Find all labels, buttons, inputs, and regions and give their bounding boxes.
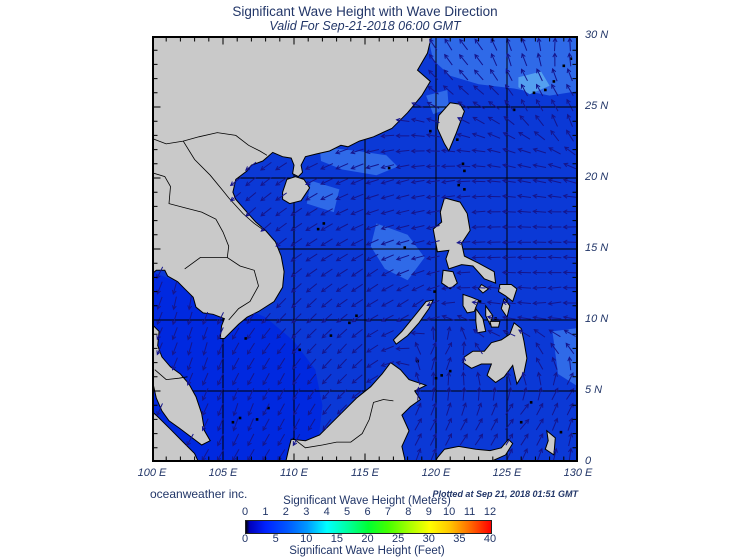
lat-tick-label: 30 N	[585, 29, 609, 41]
colorbar-feet-value: 35	[453, 533, 466, 545]
colorbar-meters-value: 6	[364, 506, 371, 518]
colorbar-feet-value: 5	[272, 533, 279, 545]
colorbar-meters-value: 9	[425, 506, 432, 518]
land-halmahera	[544, 429, 556, 456]
map-layers	[152, 36, 578, 462]
land-cebu	[485, 304, 494, 326]
colorbar-feet-value: 30	[422, 533, 435, 545]
land-samar	[497, 284, 518, 303]
lat-tick-label: 20 N	[585, 171, 609, 183]
colorbar-title-meters: Significant Wave Height (Meters)	[283, 495, 451, 507]
lat-tick-label: 15 N	[585, 242, 609, 254]
colorbar-meters-value: 12	[483, 506, 497, 518]
credit-text: oceanweather inc.	[150, 487, 248, 501]
colorbar-feet-value: 0	[241, 533, 249, 545]
page-title: Significant Wave Height with Wave Direct…	[232, 4, 498, 19]
colorbar-meters-value: 11	[463, 506, 476, 518]
wave-direction-arrows	[156, 37, 577, 462]
colorbar-meters-value: 5	[344, 506, 351, 518]
land-sulawesi	[434, 438, 514, 462]
lon-tick-label: 130 E	[563, 467, 593, 479]
land-mainland-asia	[152, 36, 433, 339]
land-hainan	[282, 176, 311, 205]
colorbar-meters-value: 2	[282, 506, 289, 518]
colorbar-meters-value: 4	[323, 506, 330, 518]
land-bohol	[489, 320, 501, 328]
map-frame	[152, 36, 578, 462]
lon-tick-label: 125 E	[492, 467, 522, 479]
plotted-at-text: Plotted at Sep 21, 2018 01:51 GMT	[432, 489, 578, 499]
colorbar-meters-value: 10	[443, 506, 456, 518]
lat-tick-label: 0	[585, 455, 592, 467]
colorbar-meters-value: 1	[262, 506, 269, 518]
land-sumatra	[152, 410, 200, 462]
colorbar-feet-value: 15	[330, 533, 343, 545]
colorbar-meters-value: 0	[241, 506, 249, 518]
land-borneo	[285, 361, 428, 462]
colorbar-feet-value: 40	[483, 533, 497, 545]
land-luzon	[432, 197, 497, 284]
colorbar-gradient	[245, 520, 492, 534]
lat-tick-label: 25 N	[585, 100, 609, 112]
valid-time-subtitle: Valid For Sep-21-2018 06:00 GMT	[269, 19, 461, 33]
colorbar-feet-value: 20	[361, 533, 374, 545]
land-mindoro	[441, 269, 458, 290]
colorbar-title-feet: Significant Wave Height (Feet)	[289, 545, 445, 557]
lon-tick-label: 105 E	[208, 467, 238, 479]
land-malay-peninsula	[152, 323, 211, 446]
land-panay	[462, 293, 480, 314]
lat-tick-label: 5 N	[585, 384, 603, 396]
lon-tick-label: 115 E	[351, 467, 379, 479]
colorbar-meters-value: 7	[384, 506, 391, 518]
colorbar-meters-value: 8	[405, 506, 412, 518]
land-mindanao	[462, 321, 528, 386]
land-palawan	[392, 299, 435, 345]
colorbar-meters-value: 3	[303, 506, 310, 518]
colorbar-feet-value: 10	[300, 533, 313, 545]
border-layer	[152, 132, 394, 449]
lon-tick-label: 110 E	[280, 467, 308, 479]
colorbar-feet-value: 25	[392, 533, 405, 545]
map-canvas	[152, 36, 578, 462]
lon-tick-label: 120 E	[421, 467, 451, 479]
land-layer	[152, 36, 556, 462]
tick-layer	[153, 37, 577, 461]
lat-tick-label: 10 N	[585, 313, 609, 325]
lon-tick-label: 100 E	[137, 467, 167, 479]
land-negros	[475, 307, 487, 334]
